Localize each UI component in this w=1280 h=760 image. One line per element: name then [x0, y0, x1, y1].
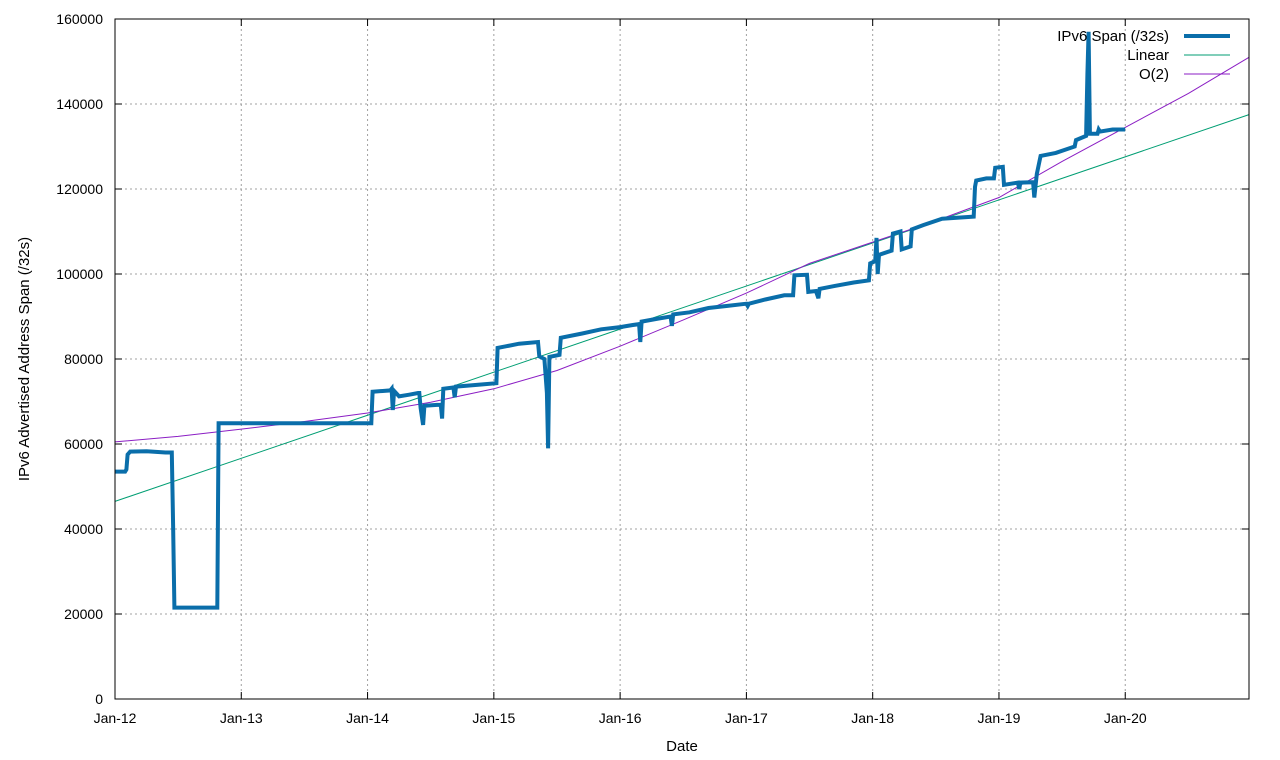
y-tick-label: 0: [95, 691, 103, 707]
series-line-1: [114, 114, 1250, 502]
x-tick-label: Jan-14: [346, 710, 389, 726]
y-tick-label: 60000: [64, 436, 103, 452]
y-tick-label: 120000: [56, 181, 103, 197]
legend-label: O(2): [1139, 66, 1169, 83]
legend-label: IPv6 Span (/32s): [1057, 28, 1169, 45]
y-tick-label: 40000: [64, 521, 103, 537]
x-tick-label: Jan-12: [94, 710, 137, 726]
series-layer: [114, 31, 1250, 610]
x-tick-label: Jan-19: [978, 710, 1021, 726]
series-line-0: [115, 31, 1126, 610]
y-tick-label: 80000: [64, 351, 103, 367]
y-axis-title: IPv6 Advertised Address Span (/32s): [16, 237, 33, 481]
legend-label: Linear: [1127, 47, 1169, 64]
x-tick-label: Jan-17: [725, 710, 768, 726]
x-tick-label: Jan-15: [472, 710, 515, 726]
axis-ticks: 0 20000 40000 60000 80000 100000 120000 140000 1…: [56, 11, 1249, 726]
y-tick-label: 140000: [56, 96, 103, 112]
x-tick-label: Jan-13: [220, 710, 263, 726]
grid: [115, 19, 1249, 699]
x-tick-label: Jan-20: [1104, 710, 1147, 726]
x-axis-title: Date: [666, 738, 698, 755]
y-tick-label: 160000: [56, 11, 103, 27]
x-tick-label: Jan-16: [599, 710, 642, 726]
y-tick-label: 20000: [64, 606, 103, 622]
x-tick-label: Jan-18: [851, 710, 894, 726]
series-line-2: [114, 56, 1250, 443]
legend: IPv6 Span (/32s) Linear O(2): [1057, 28, 1230, 83]
y-tick-label: 100000: [56, 266, 103, 282]
